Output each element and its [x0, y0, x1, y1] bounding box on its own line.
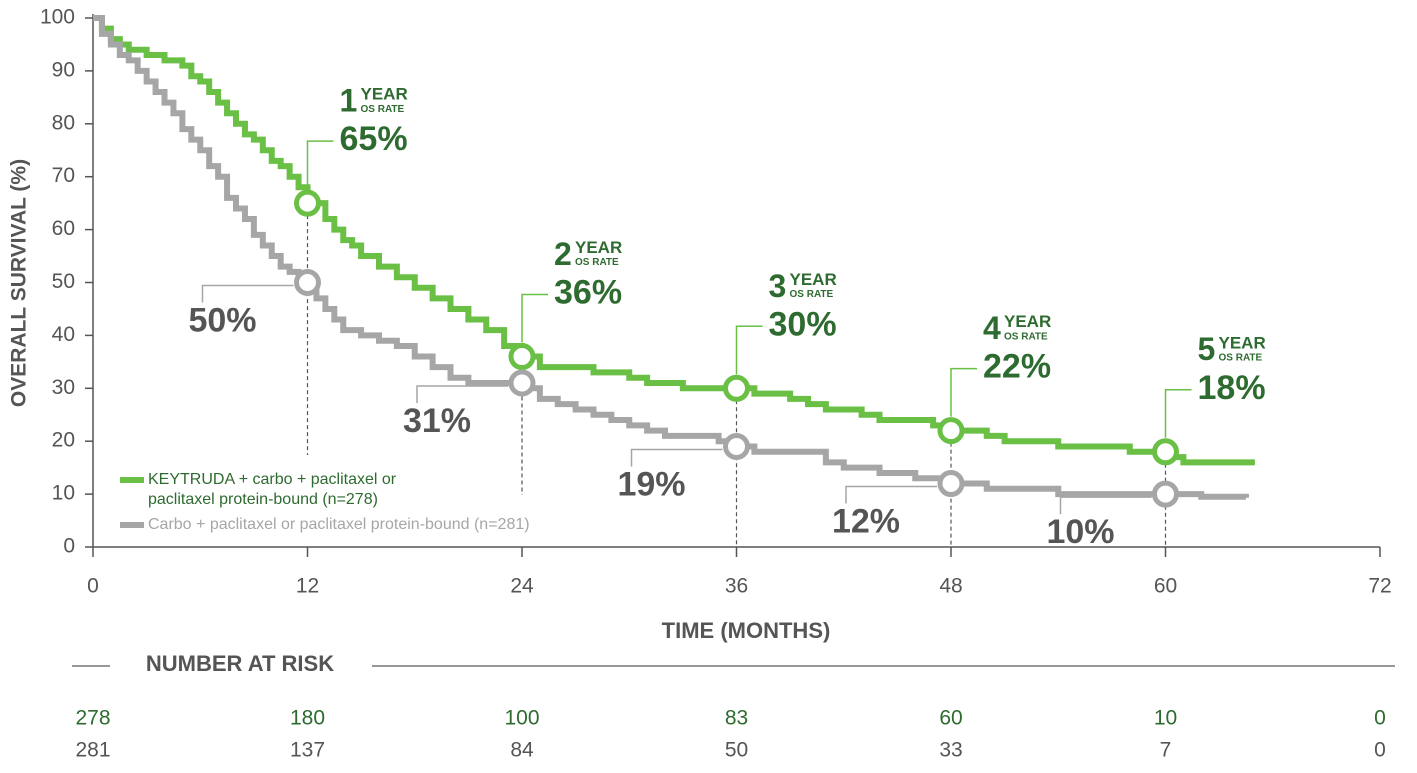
leader-line	[735, 325, 763, 375]
y-tick-label: 40	[52, 323, 75, 346]
risk-count: 137	[290, 739, 325, 762]
landmark-value: 50%	[188, 301, 256, 339]
leader-line	[1164, 389, 1192, 438]
risk-count: 60	[939, 707, 962, 730]
survival-curve	[93, 15, 1249, 500]
landmark-unit: YEAR	[790, 270, 837, 289]
y-tick-label: 50	[52, 270, 75, 293]
landmark-value: 10%	[1046, 513, 1114, 551]
landmark-value: 36%	[554, 274, 622, 312]
x-tick-label: 12	[296, 575, 319, 598]
x-tick-label: 0	[87, 575, 99, 598]
x-axis-title: TIME (MONTHS)	[662, 618, 831, 643]
landmark-value: 19%	[617, 465, 685, 503]
landmark-sub: OS RATE	[575, 257, 619, 268]
y-tick-label: 70	[52, 164, 75, 187]
leader-line	[306, 140, 334, 190]
risk-count: 84	[510, 739, 534, 762]
landmark-marker	[294, 269, 321, 296]
landmark-year: 3	[769, 268, 787, 304]
leader-line	[950, 367, 977, 417]
x-tick-label: 72	[1368, 575, 1391, 598]
landmark-unit: YEAR	[575, 238, 622, 257]
risk-count: 83	[725, 707, 748, 730]
landmark-unit: YEAR	[1219, 333, 1266, 352]
risk-table-title: NUMBER AT RISK	[146, 651, 334, 676]
legend-label: Carbo + paclitaxel or paclitaxel protein…	[148, 516, 530, 533]
landmark-value: 65%	[340, 120, 408, 158]
landmark-marker	[508, 343, 536, 371]
y-tick-label: 90	[52, 58, 75, 81]
survival-curve	[93, 15, 1255, 466]
landmark-unit: YEAR	[361, 85, 408, 104]
landmark-sub: OS RATE	[1004, 331, 1048, 342]
landmark-marker	[937, 470, 965, 498]
x-tick-label: 36	[725, 575, 748, 598]
landmark-year: 1	[340, 83, 358, 119]
x-tick-label: 48	[939, 575, 962, 598]
landmark-year: 5	[1198, 331, 1216, 367]
risk-count: 100	[504, 707, 539, 730]
risk-count: 10	[1154, 707, 1177, 730]
risk-count: 281	[75, 739, 110, 762]
landmark-sub: OS RATE	[1219, 352, 1263, 363]
landmark-marker	[723, 374, 750, 402]
landmark-value: 31%	[403, 402, 471, 440]
leader-line	[416, 385, 508, 404]
y-tick-label: 100	[40, 6, 75, 29]
y-tick-label: 10	[52, 482, 75, 505]
y-tick-label: 20	[52, 429, 75, 452]
leader-line	[521, 293, 548, 343]
risk-count: 0	[1374, 707, 1386, 730]
landmark-marker	[937, 417, 965, 445]
landmark-marker	[508, 369, 536, 397]
y-axis-title: OVERALL SURVIVAL (%)	[8, 159, 31, 407]
landmark-value: 30%	[769, 305, 837, 343]
leader-line	[1059, 496, 1152, 515]
risk-count: 50	[725, 739, 748, 762]
leader-line	[630, 448, 723, 467]
landmark-sub: OS RATE	[361, 104, 405, 115]
landmark-year: 4	[983, 310, 1001, 346]
y-tick-label: 80	[52, 111, 75, 134]
risk-count: 180	[290, 707, 325, 730]
y-tick-label: 60	[52, 217, 75, 240]
landmark-value: 12%	[832, 503, 900, 541]
risk-count: 0	[1374, 739, 1386, 762]
x-tick-label: 24	[510, 575, 534, 598]
landmark-marker	[723, 432, 750, 460]
x-tick-label: 60	[1154, 575, 1177, 598]
legend-label: KEYTRUDA + carbo + paclitaxel or paclita…	[148, 471, 397, 508]
y-tick-label: 0	[63, 535, 75, 558]
risk-count: 33	[939, 739, 962, 762]
landmark-marker	[1152, 438, 1179, 466]
landmark-year: 2	[554, 236, 572, 272]
landmark-unit: YEAR	[1004, 312, 1051, 331]
landmark-value: 18%	[1198, 369, 1266, 407]
landmark-value: 22%	[983, 348, 1051, 386]
risk-count: 278	[75, 707, 110, 730]
y-tick-label: 30	[52, 376, 75, 399]
landmark-sub: OS RATE	[790, 289, 834, 300]
landmark-marker	[1152, 480, 1179, 508]
risk-count: 7	[1160, 739, 1172, 762]
leader-line	[845, 485, 937, 504]
landmark-marker	[294, 189, 321, 217]
leader-line	[201, 284, 294, 303]
